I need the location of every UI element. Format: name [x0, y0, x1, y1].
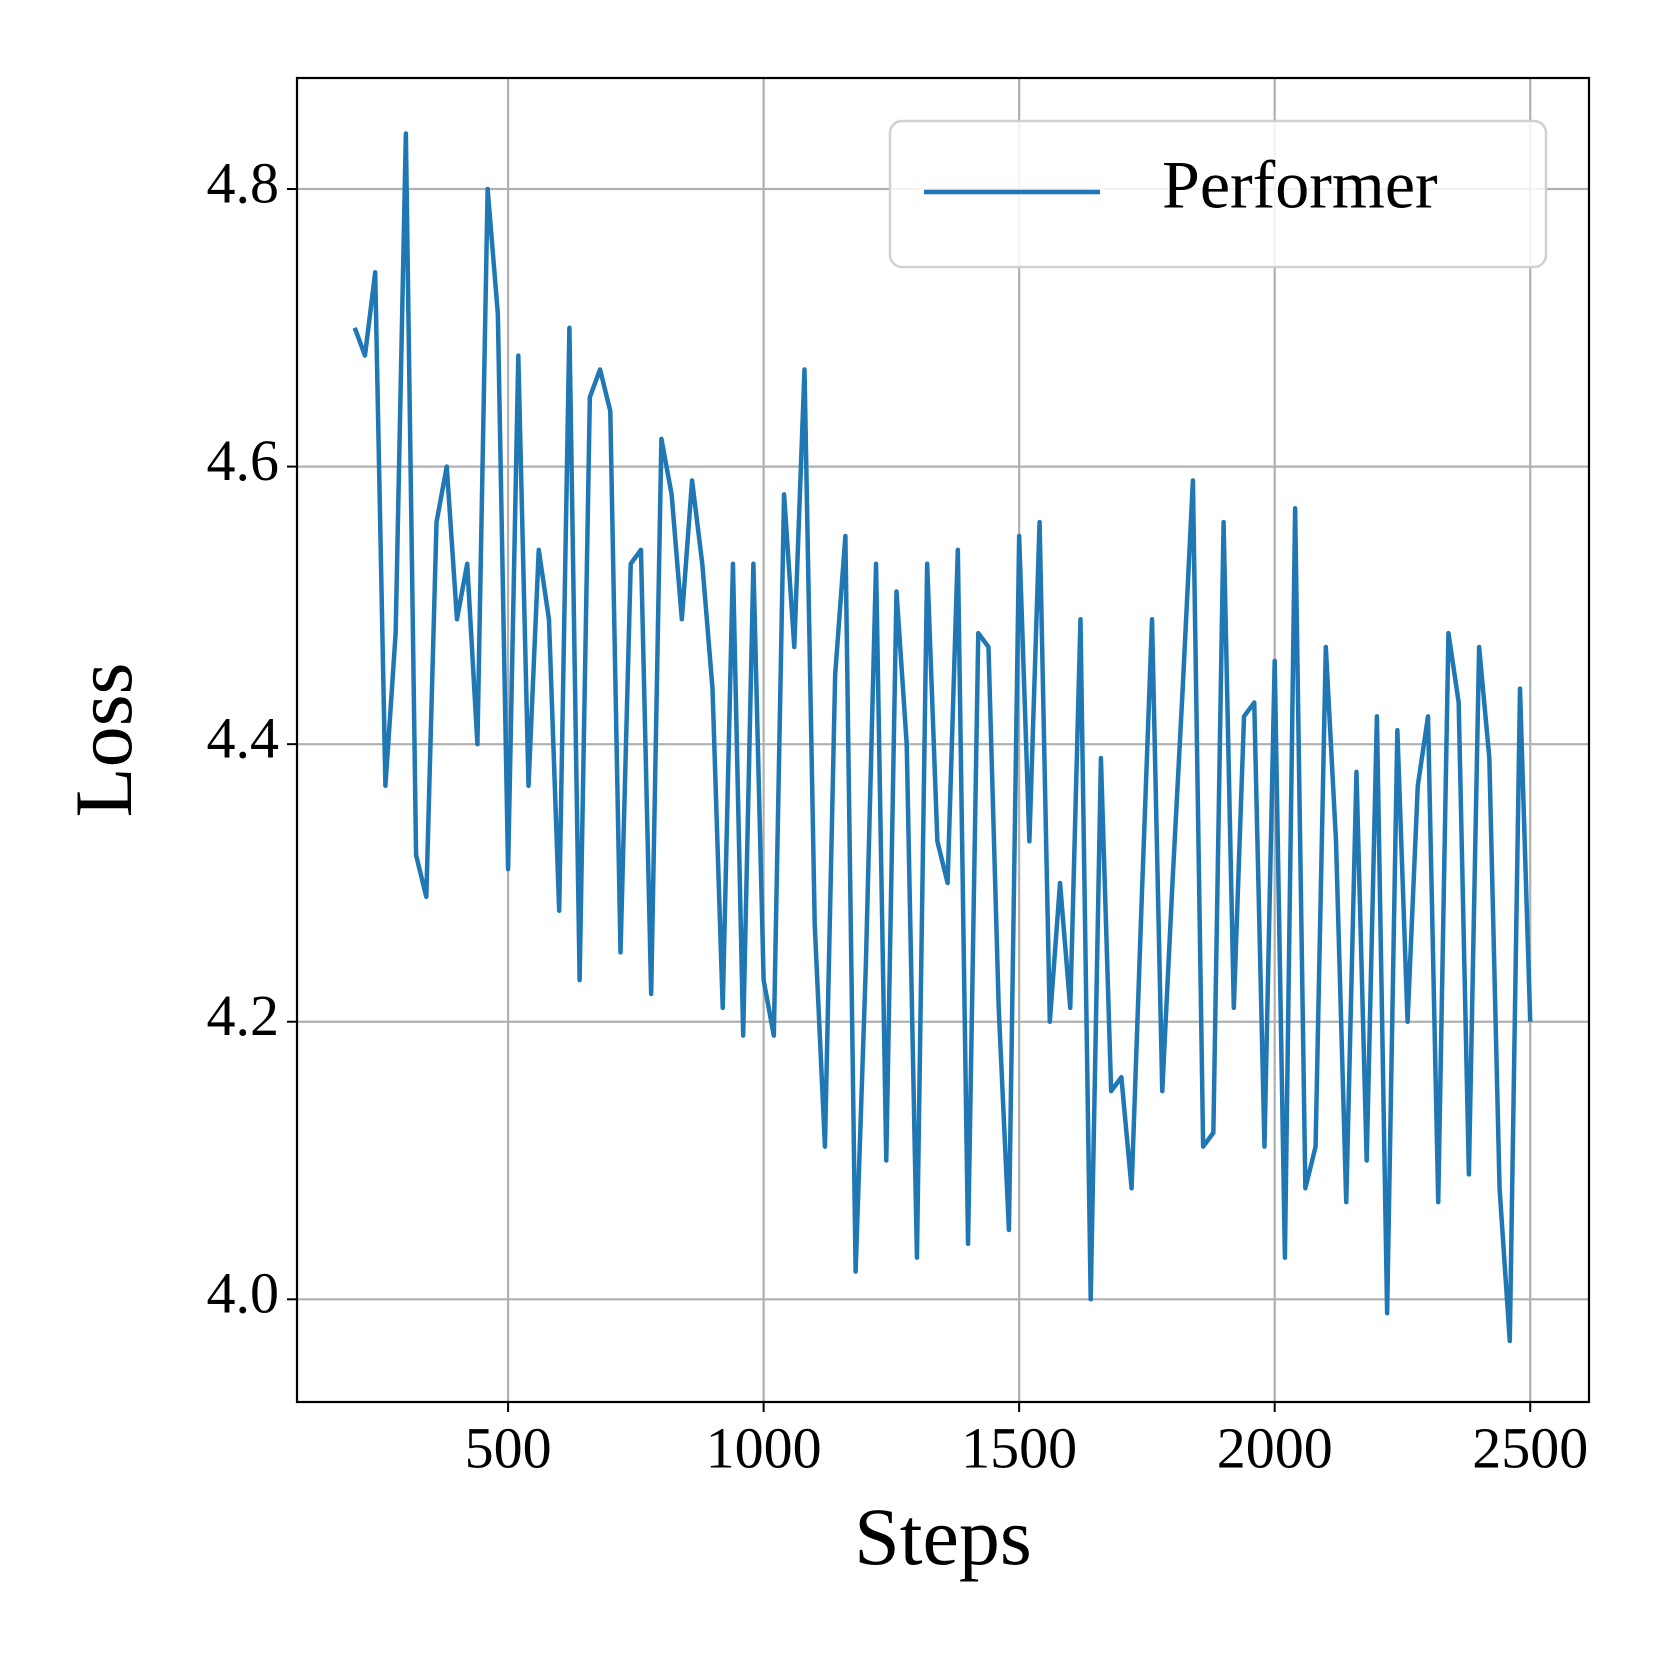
y-axis-label: Loss — [58, 663, 149, 818]
x-tick-label: 2000 — [1217, 1415, 1333, 1480]
x-tick-label: 2500 — [1472, 1415, 1588, 1480]
y-tick-label: 4.0 — [207, 1261, 280, 1326]
y-tick-label: 4.2 — [207, 983, 280, 1048]
legend: Performer — [888, 119, 1548, 269]
plot-frame — [295, 76, 1591, 1404]
y-tick-label: 4.4 — [207, 705, 280, 770]
y-tick-label: 4.8 — [207, 150, 280, 215]
legend-box — [888, 119, 1548, 269]
x-tick-label: 1500 — [961, 1415, 1077, 1480]
x-tick-label: 500 — [465, 1415, 552, 1480]
x-tick-label: 1000 — [706, 1415, 822, 1480]
data-line — [352, 131, 1533, 1344]
legend-label: Performer — [1162, 147, 1438, 223]
y-tick-label: 4.6 — [207, 428, 280, 493]
x-axis-label: Steps — [854, 1491, 1032, 1582]
